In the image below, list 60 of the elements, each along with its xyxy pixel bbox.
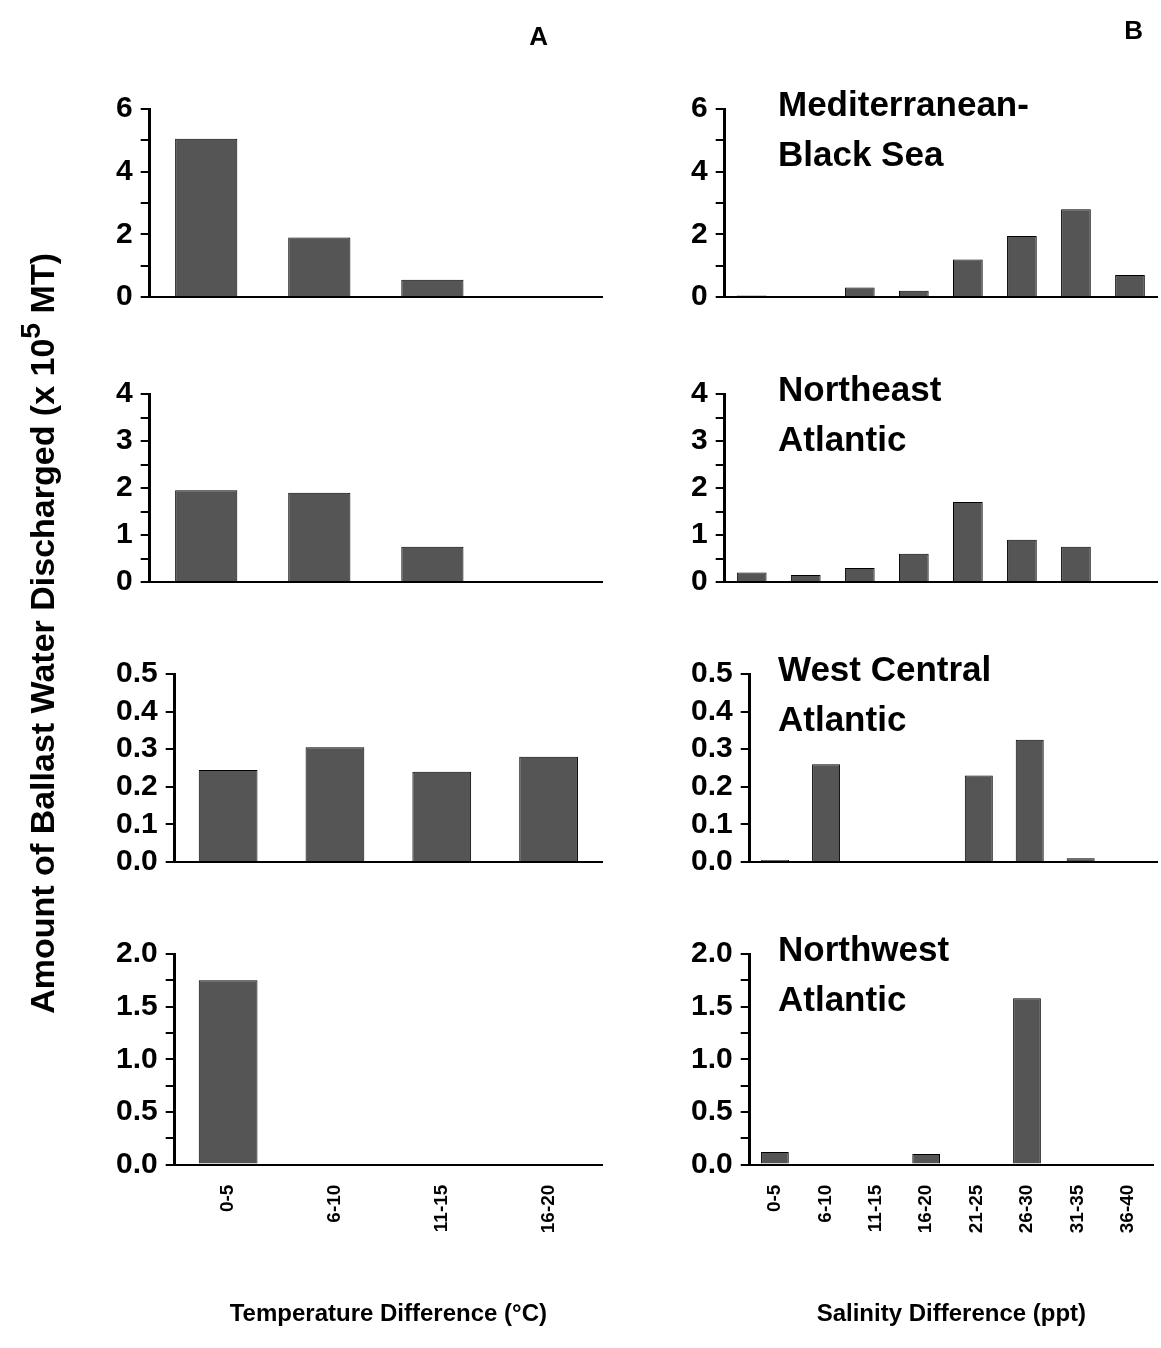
y-tick-label: 1.0 bbox=[115, 1040, 158, 1074]
x-tick-label: 16-20 bbox=[914, 1184, 936, 1234]
y-tick-label: 0.0 bbox=[115, 1145, 158, 1179]
y-tick-label: 1.5 bbox=[690, 987, 733, 1021]
x-tick-label: 0-5 bbox=[763, 1184, 785, 1213]
y-tick-label: 0.5 bbox=[115, 1093, 158, 1127]
y-tick-label: 0.1 bbox=[115, 805, 158, 839]
x-tick-label: 16-20 bbox=[536, 1184, 558, 1234]
y-tick-label: 4 bbox=[691, 375, 708, 409]
y-tick-label: 2 bbox=[116, 469, 133, 503]
y-tick-label: 2 bbox=[691, 469, 708, 503]
chart-title: Mediterranean-Black Sea bbox=[778, 83, 1030, 175]
y-tick-label: 0.5 bbox=[115, 655, 158, 689]
chart-title: Northwest Atlantic bbox=[778, 928, 951, 1020]
y-tick-label: 0.4 bbox=[690, 692, 733, 726]
x-tick-label: 26-30 bbox=[1015, 1184, 1037, 1234]
y-tick-label: 0 bbox=[691, 563, 708, 597]
y-tick-label: 1.5 bbox=[115, 987, 158, 1021]
y-tick-label: 4 bbox=[116, 375, 133, 409]
y-tick-label: 2 bbox=[116, 215, 133, 249]
y-tick-label: 1 bbox=[116, 516, 133, 550]
x-tick-label: 36-40 bbox=[1116, 1184, 1138, 1234]
x-tick-label: 6-10 bbox=[813, 1184, 835, 1223]
y-tick-label: 2.0 bbox=[690, 935, 733, 969]
y-tick-label: 4 bbox=[116, 152, 133, 186]
y-tick-label: 0.5 bbox=[690, 1093, 733, 1127]
y-tick-label: 0.3 bbox=[690, 730, 733, 764]
y-tick-label: 0.3 bbox=[115, 730, 158, 764]
y-tick-label: 0.1 bbox=[690, 805, 733, 839]
x-axis-title: Temperature Difference (°C) bbox=[229, 1299, 547, 1327]
x-tick-label: 6-10 bbox=[323, 1184, 345, 1223]
y-tick-label: 0 bbox=[116, 563, 133, 597]
x-tick-label: 11-15 bbox=[863, 1184, 885, 1233]
y-tick-label: 1.0 bbox=[690, 1040, 733, 1074]
y-tick-label: 4 bbox=[691, 152, 708, 186]
chart-title: Northeast Atlantic bbox=[778, 368, 943, 460]
y-tick-label: 0.0 bbox=[115, 843, 158, 877]
y-tick-label: 0.0 bbox=[690, 1145, 733, 1179]
x-tick-label: 11-15 bbox=[430, 1184, 451, 1233]
x-axis-title: Salinity Difference (ppt) bbox=[816, 1299, 1087, 1327]
y-tick-label: 0 bbox=[691, 278, 708, 312]
y-tick-label: 6 bbox=[116, 90, 133, 124]
y-tick-label: 0.2 bbox=[115, 768, 158, 802]
y-tick-label: 3 bbox=[116, 422, 133, 456]
y-tick-label: 0.0 bbox=[690, 843, 733, 877]
x-tick-label: 0-5 bbox=[216, 1184, 238, 1213]
chart-title: West Central Atlantic bbox=[778, 648, 993, 740]
text: A bbox=[529, 21, 548, 52]
text: B bbox=[1124, 15, 1143, 46]
y-tick-label: 0.5 bbox=[690, 655, 733, 689]
y-tick-label: 2 bbox=[691, 215, 708, 249]
y-tick-label: 6 bbox=[691, 90, 708, 124]
y-tick-label: 1 bbox=[691, 516, 708, 550]
y-tick-label: 0.4 bbox=[115, 692, 158, 726]
y-tick-label: 2.0 bbox=[115, 935, 158, 969]
x-tick-label: 21-25 bbox=[964, 1184, 986, 1234]
y-tick-label: 0.2 bbox=[690, 768, 733, 802]
x-tick-label: 31-35 bbox=[1065, 1184, 1087, 1234]
y-tick-label: 3 bbox=[691, 422, 708, 456]
y-tick-label: 0 bbox=[116, 278, 133, 312]
